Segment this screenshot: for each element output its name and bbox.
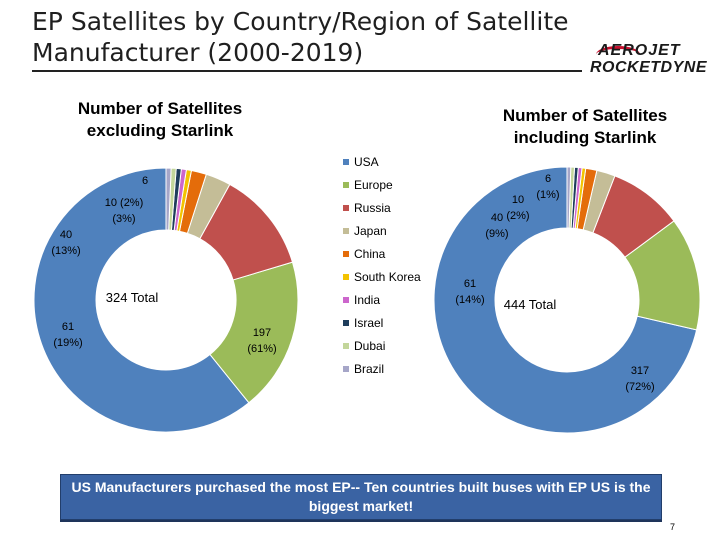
legend-swatch-israel: [343, 320, 349, 326]
legend-label-israel: Israel: [354, 316, 383, 330]
right-data-label-usa: 317: [631, 365, 649, 377]
legend-label-china: China: [354, 247, 386, 261]
left-slice-russia: [199, 183, 294, 281]
left-slice-europe: [209, 261, 299, 404]
legend-swatch-china: [343, 251, 349, 257]
left-slice-usa: [33, 167, 250, 433]
left-data-label-europe: 61: [62, 321, 74, 333]
right-slice-japan: [582, 169, 616, 234]
title-underline: [32, 70, 582, 72]
right-data-label-china: 6: [545, 173, 551, 185]
legend-label-india: India: [354, 293, 380, 307]
right-data-label-russia: 40: [491, 212, 503, 224]
legend-label-usa: USA: [354, 155, 379, 169]
legend-label-japan: Japan: [354, 224, 387, 238]
left-data-label-europe: (19%): [53, 337, 82, 349]
right-data-label-russia: (9%): [485, 228, 508, 240]
legend-swatch-russia: [343, 205, 349, 211]
right-chart-title: Number of Satellites including Starlink: [502, 106, 668, 147]
left-chart-title: Number of Satellites excluding Starlink: [77, 99, 243, 140]
legend-label-russia: Russia: [354, 201, 391, 215]
right-data-label-japan: (2%): [506, 210, 529, 222]
legend-swatch-brazil: [343, 366, 349, 372]
right-data-label-europe: 61: [464, 278, 476, 290]
right-slice-brazil: [566, 166, 572, 229]
right-slice-europe: [624, 220, 701, 331]
legend-swatch-europe: [343, 182, 349, 188]
legend-label-south-korea: South Korea: [354, 270, 421, 284]
left-data-label-russia: 40: [60, 229, 72, 241]
legend-swatch-dubai: [343, 343, 349, 349]
logo-line-2: ROCKETDYNE: [590, 59, 708, 76]
legend-label-brazil: Brazil: [354, 362, 384, 376]
right-data-label-china: (1%): [536, 189, 559, 201]
right-slice-china: [576, 167, 598, 231]
right-data-label-japan: 10: [512, 194, 524, 206]
logo-line-1: AEROJET: [598, 42, 681, 59]
legend-swatch-south-korea: [343, 274, 349, 280]
summary-banner: US Manufacturers purchased the most EP--…: [60, 474, 662, 520]
aerojet-rocketdyne-logo: AEROJET ROCKETDYNE: [588, 42, 708, 78]
left-slice-brazil: [165, 167, 172, 231]
left-data-label-russia: (13%): [51, 245, 80, 257]
left-total-label: 324 Total: [106, 290, 159, 305]
legend-label-europe: Europe: [354, 178, 393, 192]
left-data-label-japan: 10 (2%): [105, 197, 144, 209]
legend-label-dubai: Dubai: [354, 339, 385, 353]
page-number: 7: [670, 522, 676, 532]
right-slice-russia: [592, 175, 675, 258]
right-data-label-europe: (14%): [455, 294, 484, 306]
left-data-label-usa: (61%): [247, 343, 276, 355]
right-slice-usa: [433, 166, 698, 434]
right-total-label: 444 Total: [504, 297, 557, 312]
slide-title: EP Satellites by Country/Region of Satel…: [32, 7, 569, 67]
legend-swatch-india: [343, 297, 349, 303]
right-data-label-usa: (72%): [625, 381, 654, 393]
left-data-label-china: 6: [142, 175, 148, 187]
logo-swoosh: [596, 46, 640, 63]
left-data-label-japan: (3%): [112, 213, 135, 225]
left-data-label-usa: 197: [253, 327, 271, 339]
legend-swatch-usa: [343, 159, 349, 165]
legend-swatch-japan: [343, 228, 349, 234]
summary-text: US Manufacturers purchased the most EP--…: [71, 479, 651, 514]
left-slice-china: [178, 169, 207, 234]
left-slice-japan: [186, 173, 231, 240]
